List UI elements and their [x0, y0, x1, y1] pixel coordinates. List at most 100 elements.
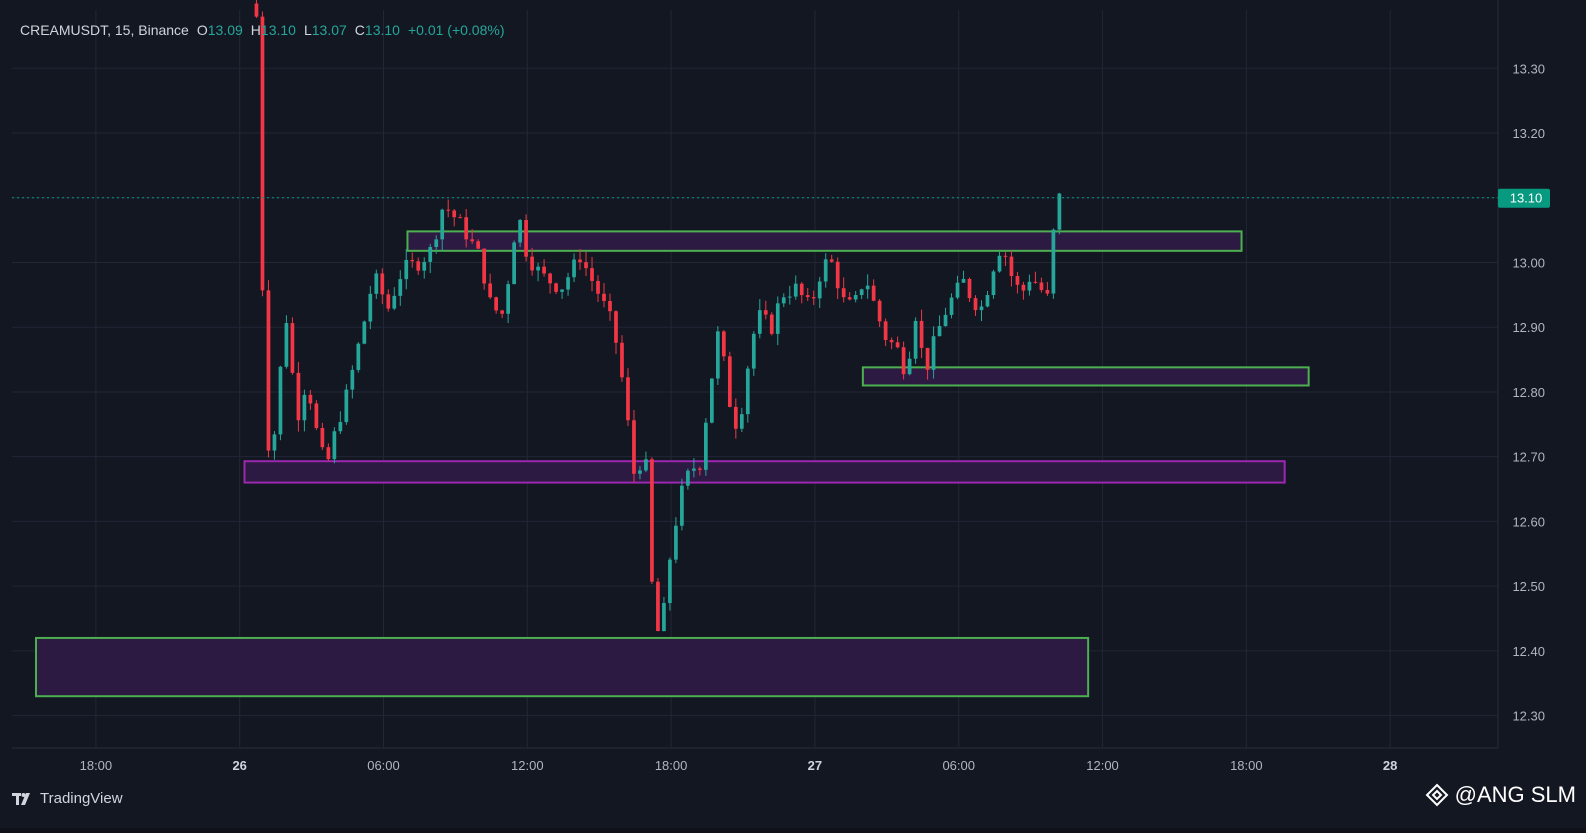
candle-body	[1009, 256, 1014, 277]
candle-body	[1057, 193, 1062, 230]
candles	[254, 0, 1062, 632]
open-label: O	[196, 22, 208, 38]
candle-body	[829, 259, 834, 262]
candle-body	[739, 414, 744, 429]
candle-body	[542, 266, 546, 274]
candle-body	[260, 16, 265, 291]
candle-body	[811, 297, 816, 299]
price-tick-label: 13.00	[1512, 255, 1545, 270]
candle-body	[931, 336, 936, 370]
candle-body	[350, 369, 355, 390]
candle-body	[644, 459, 648, 471]
candle-body	[817, 281, 822, 299]
candle-body	[380, 273, 385, 295]
candle-body	[458, 217, 463, 219]
candle-body	[919, 320, 924, 348]
time-tick-label: 18:00	[80, 758, 113, 773]
candle-body	[1027, 281, 1032, 291]
close-value: 13.10	[364, 22, 400, 38]
low-label: L	[303, 22, 312, 38]
candle-body	[386, 294, 391, 309]
close-label: C	[354, 22, 365, 38]
candle-body	[727, 356, 732, 407]
candle-body	[494, 297, 499, 311]
candle-body	[464, 217, 469, 240]
candle-body	[967, 278, 972, 299]
candle-body	[751, 333, 756, 369]
candle-body	[554, 283, 558, 292]
candle-body	[416, 261, 421, 271]
candle-body	[278, 366, 283, 435]
price-tick-label: 12.30	[1512, 709, 1545, 724]
time-axis[interactable]: 18:00 26 06:00 12:00 18:00 27 06:00 12:00 18:00 2…	[80, 758, 1398, 773]
high-value: 13.10	[260, 22, 296, 38]
candle-body	[1033, 281, 1038, 283]
low-value: 13.07	[311, 22, 347, 38]
candle-body	[392, 295, 397, 309]
candle-body	[656, 581, 660, 632]
time-tick-label: 26	[232, 758, 246, 773]
candle-body	[859, 289, 864, 296]
tradingview-icon	[12, 792, 30, 805]
symbol-label: CREAMUSDT, 15, Binance	[20, 22, 189, 38]
candle-body	[997, 255, 1002, 272]
candle-body	[434, 239, 439, 247]
price-zone	[35, 636, 1090, 698]
candle-body	[296, 372, 301, 421]
candle-body	[871, 285, 876, 301]
candle-body	[710, 378, 714, 423]
time-tick-label: 12:00	[511, 758, 544, 773]
price-tick-label: 12.40	[1512, 644, 1545, 659]
candle-body	[272, 434, 277, 451]
candle-body	[847, 297, 852, 300]
candle-body	[254, 3, 259, 17]
candle-body	[602, 293, 606, 301]
price-zone	[406, 230, 1243, 252]
candle-body	[374, 273, 379, 294]
open-value: 13.09	[207, 22, 243, 38]
candle-body	[973, 298, 978, 311]
change-value: +0.01 (+0.08%)	[407, 22, 505, 38]
price-tick-label: 12.90	[1512, 320, 1545, 335]
candle-body	[680, 485, 684, 526]
candle-body	[308, 394, 313, 404]
candle-body	[506, 284, 510, 314]
candle-body	[584, 262, 588, 269]
candle-body	[284, 323, 289, 367]
candle-body	[668, 559, 672, 603]
zones	[35, 230, 1310, 698]
candle-body	[1015, 276, 1020, 285]
candle-body	[314, 403, 319, 429]
price-tick-label: 12.80	[1512, 385, 1545, 400]
candle-body	[823, 259, 828, 282]
price-axis[interactable]: 13.30 13.20 13.10 13.00 12.90 12.80 12.70 12.60…	[1498, 61, 1550, 724]
tradingview-logo[interactable]: TradingView	[12, 790, 123, 807]
candle-body	[937, 326, 942, 337]
time-tick-label: 06:00	[367, 758, 400, 773]
candle-body	[913, 320, 918, 359]
candle-body	[410, 259, 415, 262]
candle-body	[1021, 284, 1026, 291]
last-price-badge	[1498, 188, 1550, 208]
candle-body	[757, 310, 762, 334]
candle-body	[775, 303, 780, 334]
candle-body	[560, 289, 564, 292]
candle-body	[733, 406, 738, 429]
candle-body	[632, 420, 636, 474]
candle-body	[925, 347, 930, 370]
candle-body	[596, 280, 600, 294]
candle-body	[650, 459, 654, 582]
candle-body	[841, 288, 846, 298]
diamond-logo-icon	[1425, 783, 1449, 807]
candle-body	[961, 278, 966, 283]
candle-body	[638, 470, 642, 474]
candle-body	[536, 266, 540, 271]
candle-body	[1039, 282, 1044, 291]
candle-body	[979, 306, 984, 311]
candle-body	[452, 210, 457, 218]
candle-body	[614, 311, 618, 343]
last-price-label: 13.10	[1510, 191, 1543, 206]
